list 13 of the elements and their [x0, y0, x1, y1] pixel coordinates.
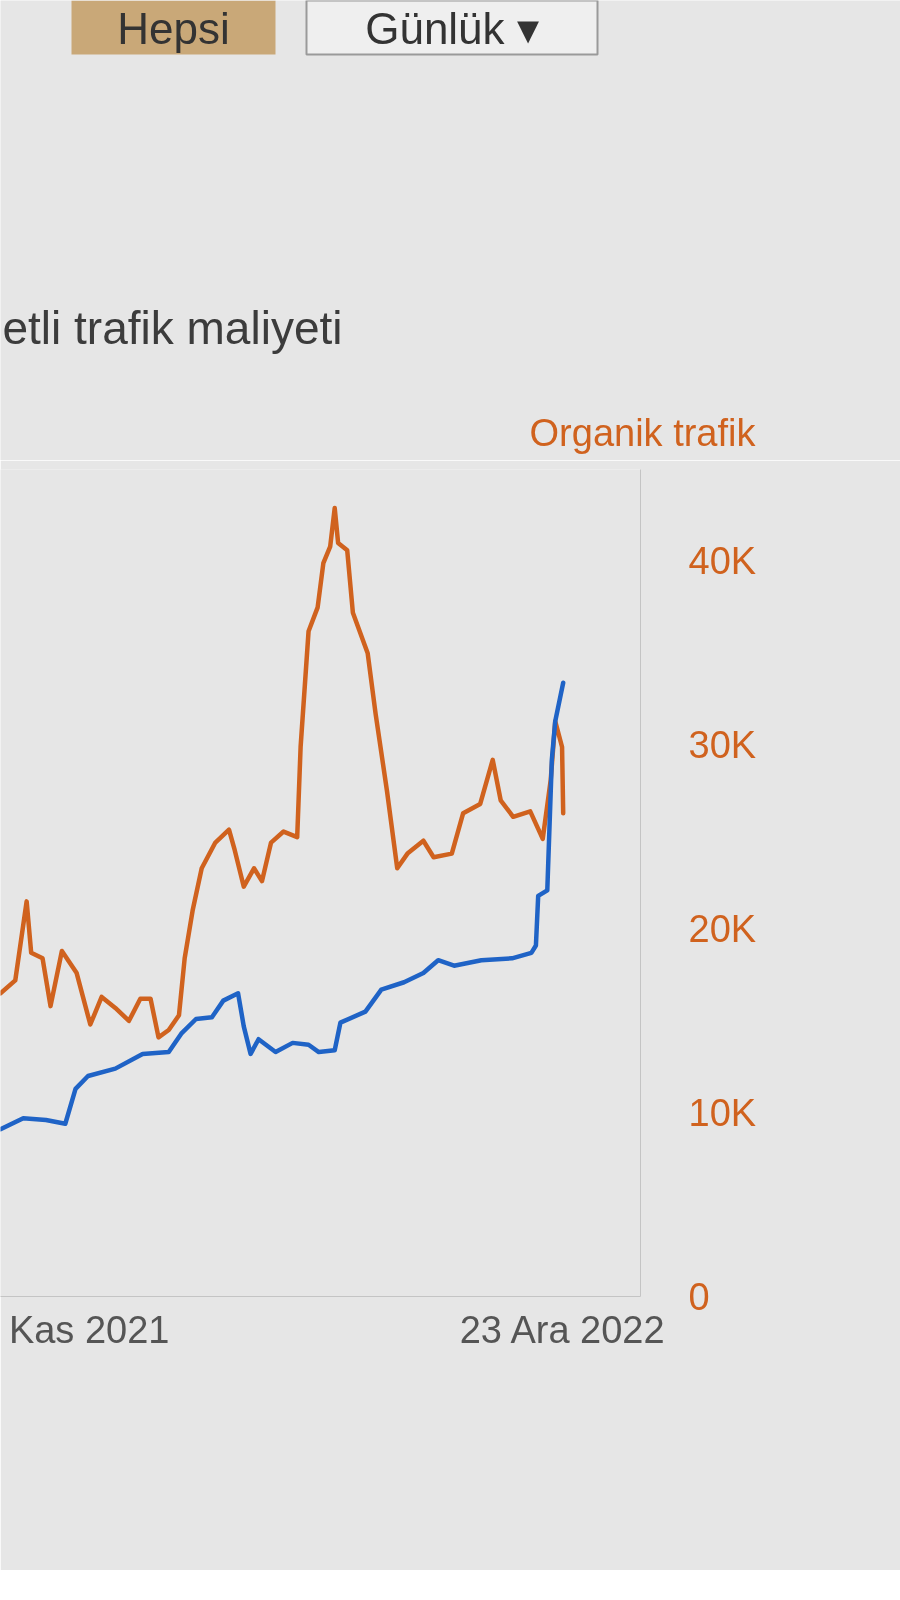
y-tick-label: 40K	[688, 540, 757, 583]
y-tick-label: 30K	[688, 724, 757, 767]
y-tick-label: 10K	[688, 1091, 757, 1134]
y-tick-label: 20K	[688, 907, 757, 950]
x-tick-label: 23 Ara 2022	[459, 1308, 665, 1351]
line-series	[0, 505, 566, 1040]
y-axis-title: Organik trafik	[529, 411, 757, 454]
x-tick-label: Kas 2021	[8, 1308, 170, 1351]
line-series	[0, 680, 566, 1132]
text: Hepsi	[117, 4, 230, 53]
text: Günlük ▾	[365, 4, 539, 53]
chart-title: etli trafik maliyeti	[2, 301, 343, 354]
y-tick-label: 0	[688, 1275, 710, 1318]
